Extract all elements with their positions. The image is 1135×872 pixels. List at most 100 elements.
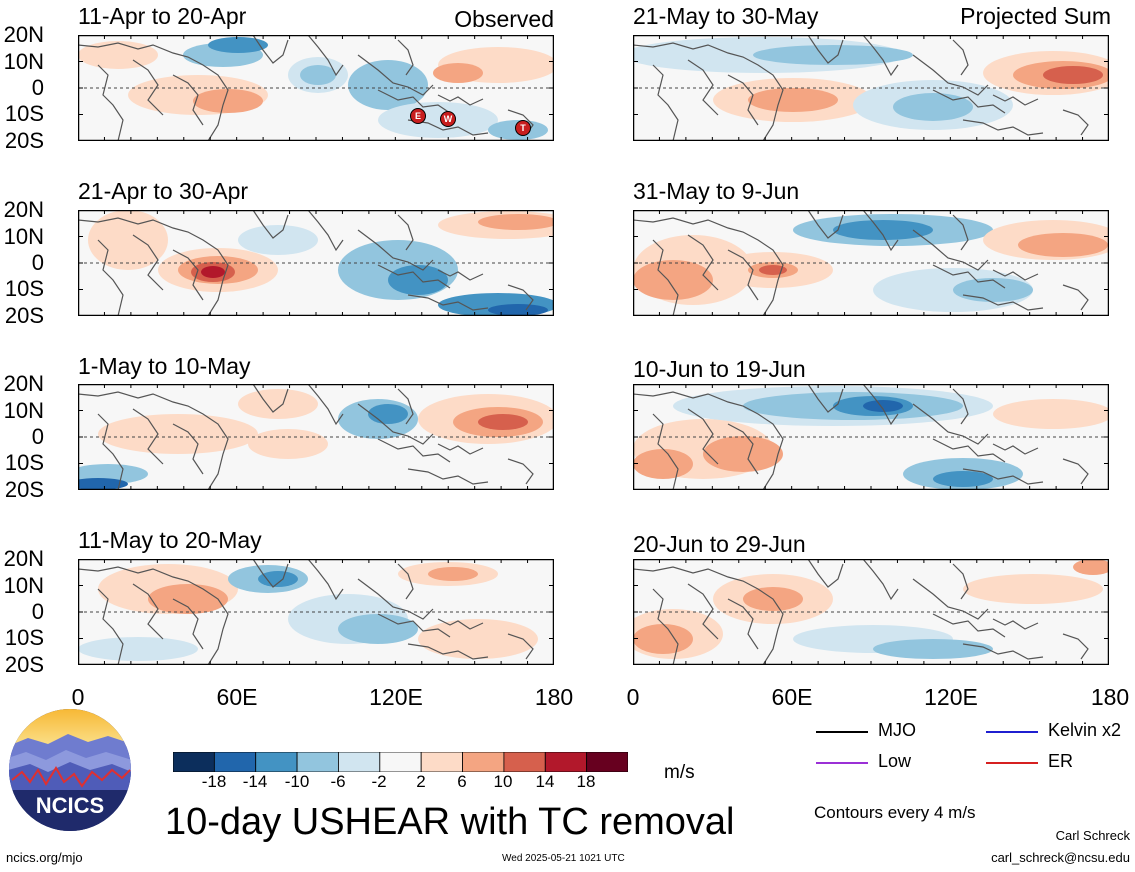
- projected-label: Projected Sum: [960, 3, 1111, 29]
- colorbar: [172, 751, 629, 777]
- lat-label: 0: [31, 424, 44, 449]
- map-svg: [78, 210, 554, 316]
- colorbar-tick: 2: [416, 772, 426, 791]
- map-svg: [633, 559, 1109, 665]
- map-svg: [78, 559, 554, 665]
- lat-label: 20N: [3, 371, 44, 396]
- colorbar-swatch: [172, 751, 215, 773]
- panel-title: 11-Apr to 20-Apr: [78, 3, 247, 29]
- map-svg: [633, 210, 1109, 316]
- lat-label: 10N: [3, 573, 44, 598]
- shear-map-obs-4: [78, 559, 554, 665]
- lon-label: 0: [71, 684, 85, 710]
- ncics-logo: NCICS: [8, 708, 132, 832]
- logo-text: NCICS: [36, 793, 104, 818]
- map-svg: [633, 35, 1109, 141]
- colorbar-swatch: [379, 751, 422, 773]
- shear-map-proj-3: [633, 384, 1109, 490]
- map-svg: [78, 35, 554, 141]
- lat-label: 20N: [3, 546, 44, 571]
- colorbar-swatch: [255, 751, 298, 773]
- legend-label-er: ER: [1048, 751, 1074, 771]
- panel-title: 10-Jun to 19-Jun: [633, 356, 806, 382]
- lat-label: 20S: [4, 652, 44, 677]
- ncics-logo-icon: NCICS: [9, 709, 131, 831]
- colorbar-swatch: [296, 751, 339, 773]
- colorbar-unit: m/s: [664, 762, 695, 783]
- shear-map-obs-1: [78, 35, 554, 141]
- colorbar-tick: -6: [330, 772, 346, 791]
- lat-label: 20N: [3, 22, 44, 47]
- legend-swatch-mjo: [816, 731, 868, 733]
- lat-label: 0: [31, 250, 44, 275]
- lat-label: 20S: [4, 303, 44, 328]
- legend-swatch-kelvin: [986, 731, 1038, 733]
- lat-label: 10N: [3, 398, 44, 423]
- colorbar-swatch: [544, 751, 588, 773]
- legend-label-low: Low: [878, 751, 912, 771]
- contour-note: Contours every 4 m/s: [814, 803, 976, 822]
- panel-title: 20-Jun to 29-Jun: [633, 531, 806, 557]
- colorbar-tick: 14: [535, 772, 555, 791]
- colorbar-tick: -14: [242, 772, 268, 791]
- shear-map-proj-4: [633, 559, 1109, 665]
- legend-swatch-er: [986, 762, 1038, 764]
- lat-label: 10N: [3, 224, 44, 249]
- colorbar-ticks: -18 -14 -10 -6 -2 2 6 10 14 18: [173, 772, 628, 794]
- colorbar-swatch: [503, 751, 546, 773]
- colorbar-tick: 18: [576, 772, 596, 791]
- figure-title: 10-day USHEAR with TC removal: [165, 801, 735, 843]
- source-url: ncics.org/mjo: [6, 850, 83, 865]
- lat-label: 10S: [4, 101, 44, 126]
- lon-label: 180: [534, 684, 574, 710]
- tc-marker-icon: T: [515, 120, 531, 136]
- timestamp: Wed 2025-05-21 1021 UTC: [502, 853, 625, 864]
- lon-label: 180: [1090, 684, 1130, 710]
- colorbar-swatch: [462, 751, 505, 773]
- wave-legend: MJO Kelvin x2 Low ER: [816, 719, 1126, 779]
- lat-label: 10N: [3, 49, 44, 74]
- lat-label: 0: [31, 599, 44, 624]
- shear-map-obs-3: [78, 384, 554, 490]
- panel-title: 11-May to 20-May: [78, 527, 262, 553]
- map-svg: [633, 384, 1109, 490]
- lon-label: 60E: [771, 684, 813, 710]
- legend-swatch-low: [816, 762, 868, 764]
- lon-label: 60E: [216, 684, 258, 710]
- lat-label: 20S: [4, 477, 44, 502]
- lon-label: 120E: [369, 684, 423, 710]
- map-svg: [78, 384, 554, 490]
- tc-marker-icon: W: [440, 111, 456, 127]
- colorbar-swatch: [213, 751, 257, 773]
- colorbar-swatch: [338, 751, 381, 773]
- lat-label: 10S: [4, 625, 44, 650]
- lon-label: 0: [626, 684, 640, 710]
- panel-title: 21-Apr to 30-Apr: [78, 178, 249, 204]
- colorbar-swatch: [586, 751, 629, 773]
- panel-title: 31-May to 9-Jun: [633, 178, 800, 204]
- observed-label: Observed: [454, 6, 554, 32]
- colorbar-tick: -10: [284, 772, 310, 791]
- tc-marker-icon: E: [410, 108, 426, 124]
- lat-label: 10S: [4, 276, 44, 301]
- panel-title: 1-May to 10-May: [78, 353, 251, 379]
- colorbar-tick: 10: [493, 772, 513, 791]
- author: Carl Schreck: [1055, 828, 1130, 843]
- colorbar-swatches: [172, 751, 629, 773]
- author-email: carl_schreck@ncsu.edu: [991, 850, 1130, 865]
- lon-label: 120E: [924, 684, 978, 710]
- colorbar-tick: -2: [371, 772, 387, 791]
- colorbar-tick: 6: [457, 772, 467, 791]
- shear-map-proj-2: [633, 210, 1109, 316]
- legend-label-kelvin: Kelvin x2: [1048, 720, 1122, 740]
- panel-title: 21-May to 30-May: [633, 3, 819, 29]
- shear-map-obs-2: [78, 210, 554, 316]
- legend-label-mjo: MJO: [878, 720, 916, 740]
- lat-label: 20S: [4, 128, 44, 153]
- lat-label: 0: [31, 75, 44, 100]
- colorbar-swatch: [420, 751, 463, 773]
- lat-label: 10S: [4, 450, 44, 475]
- lat-label: 20N: [3, 197, 44, 222]
- shear-map-proj-1: [633, 35, 1109, 141]
- colorbar-tick: -18: [201, 772, 227, 791]
